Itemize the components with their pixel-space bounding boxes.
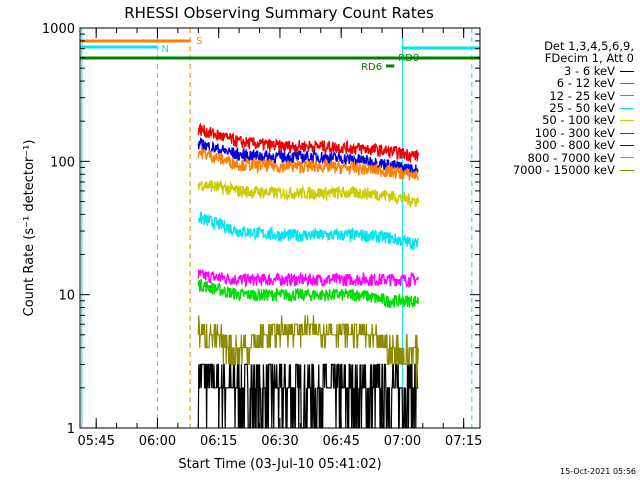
legend-label: 100 - 300 keV	[534, 125, 615, 140]
legend-header-decimation: FDecim 1, Att 0	[544, 51, 634, 66]
legend-entry-6-12-kev: 6 - 12 keV	[478, 76, 634, 91]
legend-label: 3 - 6 keV	[564, 63, 615, 78]
series-line-50-100-kev	[197, 179, 419, 209]
timestamp: 15-Oct-2021 05:56	[560, 467, 636, 476]
legend-swatch	[620, 120, 634, 122]
legend-header-detectors: Det 1,3,4,5,6,9,	[544, 39, 634, 53]
legend-entry-3-6-kev: 3 - 6 keV	[478, 63, 634, 78]
x-tick-label: 07:15	[445, 434, 482, 449]
series-line-300-800-kev	[197, 136, 419, 177]
legend-entries: 3 - 6 keV 6 - 12 keV 12 - 25 keV 25 - 50 ke…	[478, 63, 634, 176]
rd0-label: RD0	[398, 53, 419, 64]
legend-label: 25 - 50 keV	[549, 101, 615, 116]
y-axis-label: Count Rate (s⁻¹ detector⁻¹)	[22, 140, 37, 317]
legend-swatch	[620, 82, 634, 84]
series-line-800-7000-kev	[197, 147, 419, 181]
saa-label: S	[196, 36, 202, 47]
x-tick-label: 07:00	[384, 434, 421, 449]
legend-label: 12 - 25 keV	[549, 88, 615, 103]
series-line-12-25-kev	[197, 278, 419, 309]
x-tick-label: 06:00	[139, 434, 176, 449]
legend-entry-800-7000-kev: 800 - 7000 keV	[478, 150, 634, 165]
x-tick-label: 06:15	[200, 434, 237, 449]
series-line-6-12-kev	[197, 269, 419, 289]
legend-entry-12-25-kev: 12 - 25 keV	[478, 88, 634, 103]
legend-entry-25-50-kev: 25 - 50 keV	[478, 102, 634, 114]
legend-swatch	[620, 157, 634, 159]
series-line-100-300-kev	[197, 122, 419, 164]
legend-swatch	[620, 107, 634, 109]
series-line-25-50-kev	[197, 211, 419, 250]
rd6-label: RD6	[361, 62, 382, 73]
legend-label: 7000 - 15000 keV	[512, 163, 615, 178]
legend-swatch	[620, 70, 634, 72]
legend-swatch	[620, 144, 634, 146]
plot-area: S N RD0 RD6	[80, 28, 480, 429]
night-label: N	[161, 44, 168, 55]
legend-swatch	[620, 169, 634, 171]
legend-entry-50-100-kev: 50 - 100 keV	[478, 113, 634, 128]
chart-title: RHESSI Observing Summary Count Rates	[124, 4, 434, 22]
y-tick-label: 10	[58, 289, 75, 304]
axes: 05:45 06:00 06:15 06:30 06:45 07:00 07:15 1 10 10…	[42, 22, 482, 449]
legend-entry-100-300-kev: 100 - 300 keV	[478, 125, 634, 140]
legend-label: 6 - 12 keV	[556, 76, 615, 91]
x-tick-label: 05:45	[77, 434, 114, 449]
legend-entry-300-800-kev: 300 - 800 keV	[478, 138, 634, 153]
legend-label: 300 - 800 keV	[534, 138, 615, 153]
x-tick-label: 06:30	[261, 434, 298, 449]
series-line-7000-15000-kev	[197, 315, 419, 388]
y-tick-label: 1000	[42, 22, 75, 37]
x-tick-label: 06:45	[322, 434, 359, 449]
legend-label: 50 - 100 keV	[542, 113, 615, 128]
legend-entry-7000-15000-kev: 7000 - 15000 keV	[478, 164, 634, 176]
legend: Det 1,3,4,5,6,9, FDecim 1, Att 0 3 - 6 k…	[478, 40, 634, 176]
legend-label: 800 - 7000 keV	[527, 150, 615, 165]
legend-swatch	[620, 95, 634, 97]
y-tick-label: 1	[67, 422, 75, 437]
series-line-3-6-kev	[197, 363, 419, 429]
x-axis-label: Start Time (03-Jul-10 05:41:02)	[178, 457, 381, 472]
y-tick-label: 100	[50, 155, 75, 170]
legend-swatch	[620, 132, 634, 134]
